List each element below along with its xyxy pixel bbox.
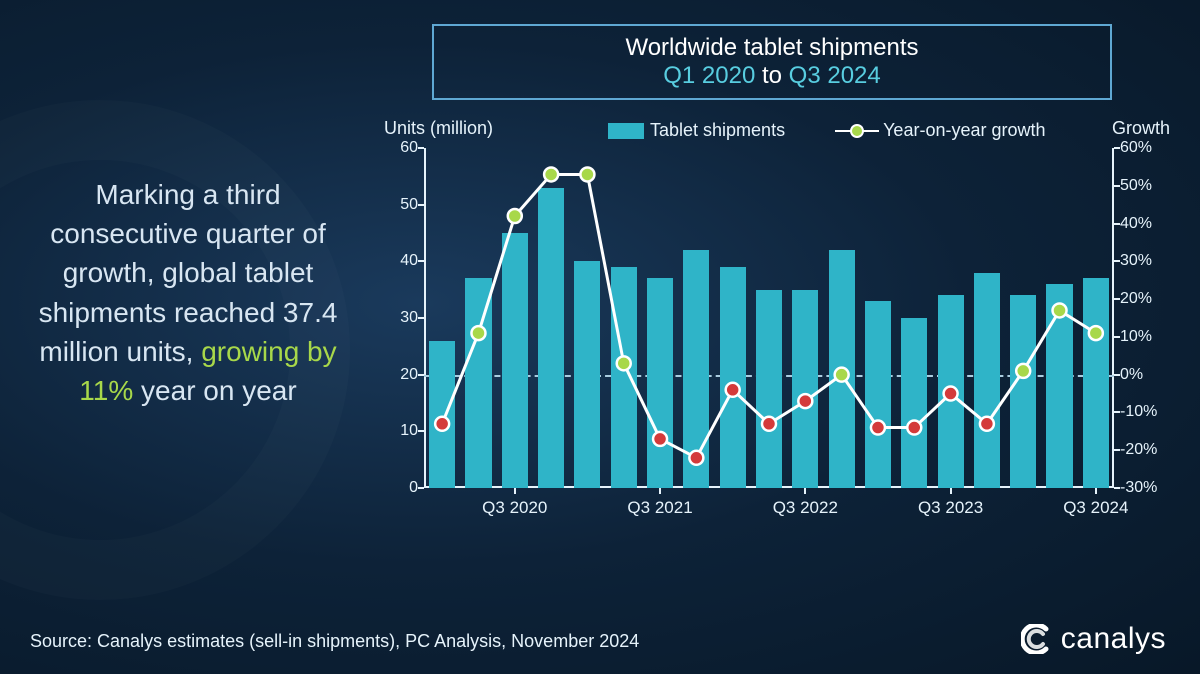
growth-marker <box>798 394 812 408</box>
right-tick-label: 20% <box>1120 290 1168 308</box>
legend-bars: Tablet shipments <box>608 120 785 141</box>
legend-line-swatch <box>835 130 879 132</box>
right-tick-label: -10% <box>1120 403 1168 421</box>
legend-marker-icon <box>850 124 864 138</box>
growth-marker <box>617 356 631 370</box>
chart-legend: Tablet shipments Year-on-year growth <box>608 120 1046 141</box>
brand-name: canalys <box>1061 622 1166 656</box>
canalys-icon <box>1021 624 1051 654</box>
left-tick-label: 30 <box>382 309 418 327</box>
right-tick-label: 40% <box>1120 215 1168 233</box>
growth-marker <box>726 383 740 397</box>
left-tick-label: 40 <box>382 252 418 270</box>
growth-marker <box>1053 303 1067 317</box>
growth-marker <box>835 368 849 382</box>
left-axis-label: Units (million) <box>384 118 493 139</box>
growth-marker <box>944 387 958 401</box>
right-tick-label: 30% <box>1120 252 1168 270</box>
growth-marker <box>471 326 485 340</box>
shipments-chart: Units (million) Growth Tablet shipments … <box>370 118 1170 548</box>
legend-bar-swatch <box>608 123 644 139</box>
growth-marker <box>907 421 921 435</box>
right-tick-label: -20% <box>1120 441 1168 459</box>
chart-date-range: Q1 2020 to Q3 2024 <box>434 62 1110 90</box>
chart-title: Worldwide tablet shipments <box>434 34 1110 62</box>
plot-area: 0102030405060-30%-20%-10%0%10%20%30%40%5… <box>424 148 1114 488</box>
right-tick-label: 0% <box>1120 366 1168 384</box>
growth-marker <box>653 432 667 446</box>
growth-marker <box>871 421 885 435</box>
x-tick-label: Q3 2023 <box>918 498 983 518</box>
right-axis-label: Growth <box>1112 118 1170 139</box>
summary-text: Marking a third consecutive quarter of g… <box>28 175 348 410</box>
x-tick-label: Q3 2021 <box>627 498 692 518</box>
x-tick-label: Q3 2024 <box>1063 498 1128 518</box>
left-tick-label: 0 <box>382 479 418 497</box>
growth-marker <box>762 417 776 431</box>
x-tick-label: Q3 2020 <box>482 498 547 518</box>
x-tick-label: Q3 2022 <box>773 498 838 518</box>
source-text: Source: Canalys estimates (sell-in shipm… <box>30 631 639 652</box>
growth-marker <box>508 209 522 223</box>
growth-marker <box>580 167 594 181</box>
right-tick-label: 10% <box>1120 328 1168 346</box>
growth-marker <box>435 417 449 431</box>
left-tick-label: 50 <box>382 196 418 214</box>
growth-marker <box>1089 326 1103 340</box>
right-tick-label: 50% <box>1120 177 1168 195</box>
right-tick-label: -30% <box>1120 479 1168 497</box>
chart-title-box: Worldwide tablet shipments Q1 2020 to Q3… <box>432 24 1112 100</box>
growth-line <box>424 148 1114 488</box>
growth-marker <box>980 417 994 431</box>
brand-logo: canalys <box>1021 622 1166 656</box>
left-tick-label: 10 <box>382 422 418 440</box>
left-tick-label: 20 <box>382 366 418 384</box>
growth-marker <box>544 167 558 181</box>
growth-marker <box>689 451 703 465</box>
right-tick-label: 60% <box>1120 139 1168 157</box>
left-tick-label: 60 <box>382 139 418 157</box>
legend-line: Year-on-year growth <box>835 120 1045 141</box>
growth-marker <box>1016 364 1030 378</box>
